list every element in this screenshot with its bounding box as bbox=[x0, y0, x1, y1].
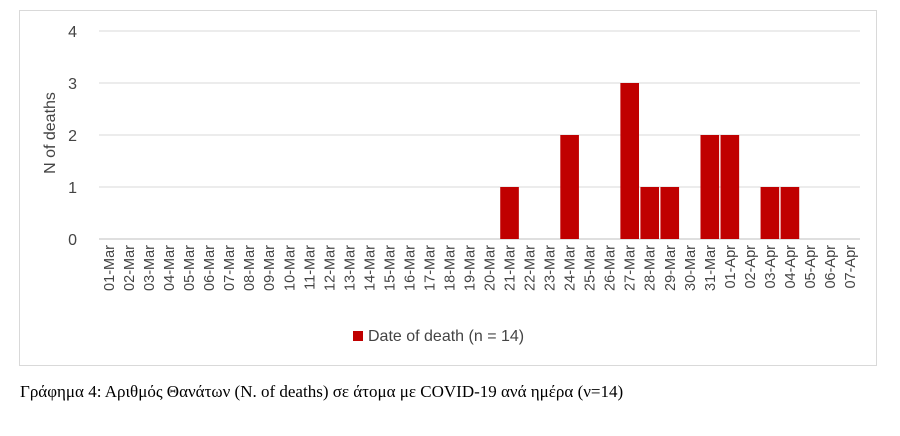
bar bbox=[760, 187, 780, 239]
legend-swatch bbox=[353, 331, 363, 341]
y-tick-label: 4 bbox=[68, 24, 77, 41]
chart-frame: 0 1 2 3 4 N of deaths 01-Mar 02-Mar 03-Mar 04-Mar… bbox=[19, 10, 877, 366]
bar bbox=[660, 187, 680, 239]
x-tick-label: 14-Mar bbox=[362, 245, 378, 291]
x-tick-label: 01-Mar bbox=[102, 245, 118, 291]
x-tick-label: 16-Mar bbox=[402, 245, 418, 291]
x-tick-label: 21-Mar bbox=[503, 245, 519, 291]
x-tick-label: 20-Mar bbox=[483, 245, 499, 291]
y-tick-label: 1 bbox=[68, 180, 77, 197]
x-tick-label: 28-Mar bbox=[643, 245, 659, 291]
x-tick-label: 26-Mar bbox=[603, 245, 619, 291]
bar-chart: 0 1 2 3 4 N of deaths 01-Mar 02-Mar 03-Mar 04-Mar… bbox=[42, 24, 860, 345]
x-tick-label: 05-Apr bbox=[803, 245, 819, 289]
x-tick-label: 03-Apr bbox=[763, 245, 779, 289]
x-tick-label: 18-Mar bbox=[442, 245, 458, 291]
bar bbox=[500, 187, 519, 239]
bar bbox=[780, 187, 800, 239]
x-tick-label: 23-Mar bbox=[543, 245, 559, 291]
figure-caption: Γράφημα 4: Αριθμός Θανάτων (N. of deaths… bbox=[20, 382, 624, 401]
x-tick-label: 06-Apr bbox=[823, 245, 839, 289]
x-tick-label: 02-Mar bbox=[122, 245, 138, 291]
y-tick-label: 2 bbox=[68, 128, 77, 145]
x-tick-label: 10-Mar bbox=[282, 245, 298, 291]
bar bbox=[640, 187, 660, 239]
y-tick-label: 3 bbox=[68, 76, 77, 93]
x-tick-label: 25-Mar bbox=[583, 245, 599, 291]
x-tick-label: 15-Mar bbox=[382, 245, 398, 291]
bar bbox=[700, 135, 720, 239]
bar bbox=[620, 83, 640, 239]
x-tick-label: 31-Mar bbox=[703, 245, 719, 291]
x-tick-label: 30-Mar bbox=[683, 245, 699, 291]
x-tick-label: 07-Apr bbox=[843, 245, 859, 289]
x-tick-label: 11-Mar bbox=[302, 245, 318, 290]
y-axis-title: N of deaths bbox=[42, 92, 59, 174]
x-tick-label: 22-Mar bbox=[523, 245, 539, 291]
x-tick-label: 02-Apr bbox=[743, 245, 759, 289]
x-tick-label: 09-Mar bbox=[262, 245, 278, 291]
x-tick-label: 06-Mar bbox=[202, 245, 218, 291]
x-tick-label: 03-Mar bbox=[142, 245, 158, 291]
x-tick-label: 17-Mar bbox=[422, 245, 438, 291]
x-tick-label: 05-Mar bbox=[182, 245, 198, 291]
bar bbox=[720, 135, 740, 239]
x-tick-label: 07-Mar bbox=[222, 245, 238, 291]
x-tick-label: 08-Mar bbox=[242, 245, 258, 291]
x-tick-label: 24-Mar bbox=[563, 245, 579, 291]
x-tick-label: 12-Mar bbox=[322, 245, 338, 291]
x-tick-label: 04-Mar bbox=[162, 245, 178, 291]
x-tick-label: 04-Apr bbox=[783, 245, 799, 289]
bar bbox=[560, 135, 579, 239]
x-tick-label: 01-Apr bbox=[723, 245, 739, 289]
x-tick-label: 19-Mar bbox=[462, 245, 478, 291]
x-tick-label: 29-Mar bbox=[663, 245, 679, 291]
y-tick-label: 0 bbox=[68, 232, 77, 249]
x-tick-label: 27-Mar bbox=[623, 245, 639, 291]
x-tick-label: 13-Mar bbox=[342, 245, 358, 291]
legend-label: Date of death (n = 14) bbox=[368, 328, 524, 345]
